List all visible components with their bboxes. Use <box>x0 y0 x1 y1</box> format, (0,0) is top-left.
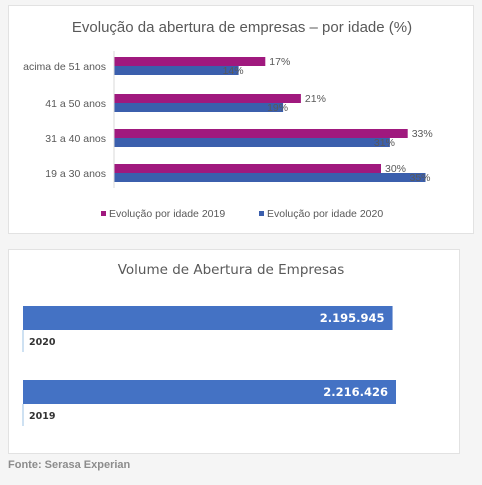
category-label: 19 a 30 anos <box>45 168 106 180</box>
category-label: 31 a 40 anos <box>45 133 106 145</box>
bar <box>114 66 239 75</box>
category-label: 2020 <box>29 337 56 348</box>
data-label: 31% <box>374 137 395 149</box>
data-label: 14% <box>223 65 244 77</box>
legend-marker <box>101 211 106 216</box>
volume-chart-panel: Volume de Abertura de Empresas 2.195.945 2… <box>8 249 460 454</box>
data-label: 35% <box>410 172 431 184</box>
bar <box>114 138 390 147</box>
bar <box>114 173 426 182</box>
bar <box>114 164 381 173</box>
category-label: 41 a 50 anos <box>45 98 106 110</box>
age-evolution-chart: Evolução da abertura de empresas – por i… <box>23 19 433 220</box>
data-label: 21% <box>305 93 326 105</box>
bar <box>23 306 393 330</box>
age-evolution-chart-panel: Evolução da abertura de empresas – por i… <box>8 5 474 234</box>
category-label: 2019 <box>29 411 55 422</box>
bar <box>23 380 396 404</box>
legend-label: Evolução por idade 2019 <box>109 208 225 220</box>
bar <box>114 94 301 103</box>
category-label: acima de 51 anos <box>23 61 106 73</box>
chart-title: Volume de Abertura de Empresas <box>118 262 345 278</box>
data-label: 17% <box>269 56 290 68</box>
source-note: Fonte: Serasa Experian <box>8 459 131 471</box>
chart-title: Evolução da abertura de empresas – por i… <box>72 19 412 36</box>
data-label: 33% <box>412 128 433 140</box>
data-label: 2.216.426 <box>323 385 388 399</box>
data-label: 2.195.945 <box>320 311 385 325</box>
bar <box>114 57 266 66</box>
data-label: 30% <box>385 163 406 175</box>
data-label: 19% <box>267 102 288 114</box>
bar <box>114 103 284 112</box>
volume-chart: Volume de Abertura de Empresas 2.195.945 2… <box>22 262 396 426</box>
legend-label: Evolução por idade 2020 <box>267 208 383 220</box>
bar <box>114 129 408 138</box>
legend-marker <box>259 211 264 216</box>
